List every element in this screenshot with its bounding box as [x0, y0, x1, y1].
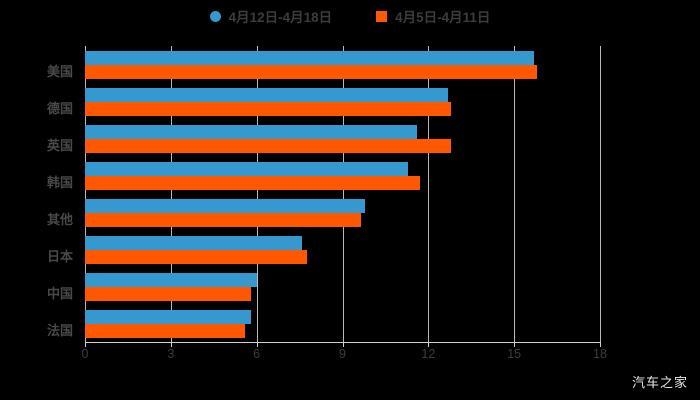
- x-axis-tick-label: 12: [421, 347, 436, 361]
- gridline: [600, 46, 601, 342]
- category-label: 美国: [46, 64, 73, 79]
- gridline: [428, 46, 430, 342]
- watermark-label: 汽车之家: [631, 375, 688, 390]
- bar-series-2[interactable]: [85, 102, 452, 116]
- circle-icon: [209, 10, 221, 22]
- plot-area: [85, 46, 601, 342]
- bar-series-1[interactable]: [85, 51, 535, 65]
- legend-item-label: 4月5日-4月11日: [395, 10, 491, 25]
- category-label: 日本: [46, 249, 73, 264]
- legend-item-series-1[interactable]: 4月12日-4月18日: [209, 6, 333, 26]
- x-axis-tick: [428, 342, 430, 347]
- category-label: 法国: [46, 323, 73, 338]
- bar-series-2[interactable]: [85, 65, 538, 79]
- x-axis-tick: [170, 342, 172, 347]
- gridline: [256, 46, 258, 342]
- bar-series-1[interactable]: [85, 199, 366, 213]
- x-axis-tick-label: 0: [81, 347, 89, 361]
- x-axis-tick: [85, 342, 86, 347]
- category-label: 中国: [46, 286, 73, 301]
- x-axis-tick-label: 15: [507, 347, 522, 361]
- bar-series-1[interactable]: [85, 236, 303, 250]
- bar-series-1[interactable]: [85, 310, 251, 324]
- x-axis-tick: [342, 342, 344, 347]
- x-axis-tick-label: 3: [167, 347, 175, 361]
- x-axis-tick: [600, 342, 601, 347]
- x-axis-tick: [256, 342, 258, 347]
- category-label: 英国: [46, 138, 73, 153]
- bar-series-2[interactable]: [85, 139, 452, 153]
- gridline: [170, 46, 172, 342]
- x-axis-tick-label: 18: [593, 347, 607, 361]
- gridline: [85, 46, 86, 342]
- bar-series-2[interactable]: [85, 213, 362, 227]
- legend-item-label: 4月12日-4月18日: [228, 10, 333, 25]
- bar-series-2[interactable]: [85, 176, 420, 190]
- chart-legend: 4月12日-4月18日 4月5日-4月11日: [0, 6, 700, 26]
- x-axis-tick-label: 9: [339, 347, 346, 361]
- bar-series-2[interactable]: [85, 324, 246, 338]
- square-icon: [376, 10, 388, 22]
- x-axis-tick-label: 6: [253, 347, 261, 361]
- bar-series-1[interactable]: [85, 125, 417, 139]
- gridline: [514, 46, 516, 342]
- x-axis-tick: [514, 342, 516, 347]
- category-label: 德国: [46, 101, 73, 116]
- legend-item-series-2[interactable]: 4月5日-4月11日: [376, 6, 490, 26]
- gridline: [342, 46, 344, 342]
- bar-series-1[interactable]: [85, 162, 409, 176]
- category-label: 其他: [46, 212, 73, 227]
- bar-series-2[interactable]: [85, 287, 251, 301]
- bar-series-1[interactable]: [85, 88, 449, 102]
- bar-series-2[interactable]: [85, 250, 307, 264]
- bar-series-1[interactable]: [85, 273, 257, 287]
- category-label: 韩国: [46, 175, 73, 190]
